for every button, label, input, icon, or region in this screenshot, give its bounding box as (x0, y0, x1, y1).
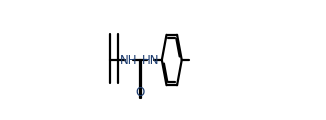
Text: NH: NH (120, 54, 138, 66)
Text: O: O (135, 86, 144, 99)
Text: HN: HN (142, 54, 159, 66)
